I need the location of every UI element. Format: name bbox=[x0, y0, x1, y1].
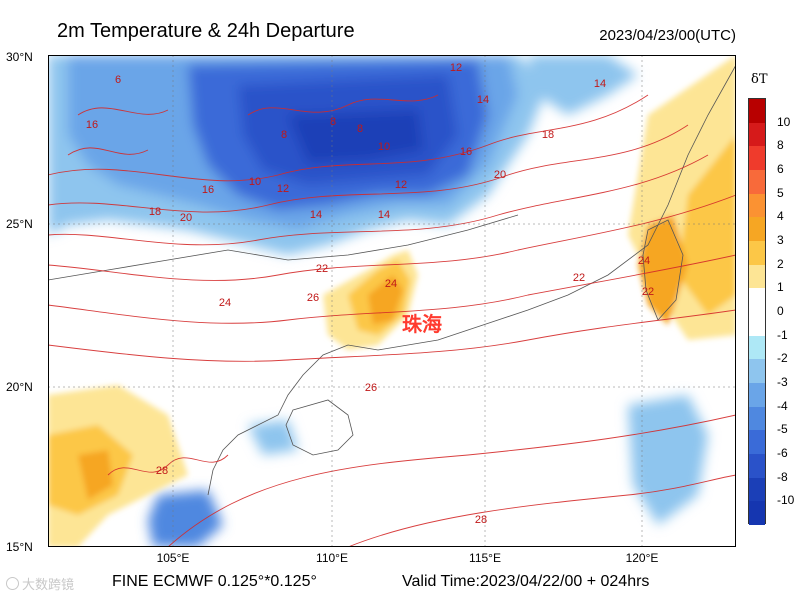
contour-label: 12 bbox=[450, 62, 462, 74]
contour-label: 12 bbox=[395, 179, 407, 191]
watermark-text: 大数跨镜 bbox=[22, 577, 75, 592]
colorbar-segment bbox=[749, 430, 765, 455]
contour-label: 18 bbox=[149, 206, 161, 218]
coastline bbox=[48, 64, 736, 496]
colorbar-label: 5 bbox=[777, 185, 784, 200]
lat-label: 30°N bbox=[6, 50, 33, 64]
colorbar-segment bbox=[749, 454, 765, 479]
colorbar-segment bbox=[749, 501, 765, 526]
contour-label: 6 bbox=[115, 74, 121, 86]
colorbar-label: 2 bbox=[777, 256, 784, 271]
contour-label: 18 bbox=[542, 129, 554, 141]
colorbar-label: -2 bbox=[777, 351, 788, 366]
colorbar-label: 4 bbox=[777, 209, 784, 224]
colorbar-label: -8 bbox=[777, 469, 788, 484]
contour-label: 16 bbox=[86, 119, 98, 131]
lon-label: 115°E bbox=[469, 551, 501, 565]
colorbar-label: 0 bbox=[777, 304, 784, 318]
contour-label: 10 bbox=[249, 176, 261, 188]
lat-label: 15°N bbox=[6, 540, 33, 554]
colorbar-segment bbox=[749, 406, 765, 431]
lat-label: 25°N bbox=[6, 217, 33, 231]
colorbar-segment bbox=[749, 99, 765, 124]
colorbar-label: -1 bbox=[777, 327, 788, 342]
colorbar-label: -5 bbox=[777, 422, 788, 437]
contour-label: 14 bbox=[310, 209, 322, 221]
colorbar-label: -3 bbox=[777, 375, 788, 389]
lon-label: 110°E bbox=[316, 551, 348, 565]
warm-anomaly-shading bbox=[48, 55, 736, 547]
lon-label: 120°E bbox=[625, 551, 659, 565]
colorbar-segment bbox=[749, 383, 765, 408]
city-label-zhuhai: 珠海 bbox=[402, 314, 442, 336]
contour-label: 28 bbox=[156, 465, 168, 477]
contour-label: 24 bbox=[219, 297, 231, 309]
lat-label: 20°N bbox=[6, 380, 33, 394]
lon-label: 105°E bbox=[156, 551, 190, 565]
contour-label: 20 bbox=[494, 169, 506, 181]
contour-label: 14 bbox=[378, 209, 390, 221]
init-datetime: 2023/04/23/00(UTC) bbox=[599, 27, 736, 44]
colorbar-segment bbox=[749, 241, 765, 266]
colorbar-segment bbox=[749, 170, 765, 195]
contour-label: 22 bbox=[573, 272, 585, 284]
colorbar-label: 6 bbox=[777, 162, 784, 176]
contour-labels: 6 8 8 8 10 10 12 12 12 14 14 14 14 16 16… bbox=[86, 62, 654, 526]
contour-label: 14 bbox=[477, 94, 489, 106]
colorbar-title: δT bbox=[751, 72, 768, 87]
contour-label: 8 bbox=[357, 123, 363, 135]
colorbar-segment bbox=[749, 193, 765, 218]
colorbar-label: -10 bbox=[777, 493, 795, 508]
contour-label: 26 bbox=[365, 382, 377, 394]
contour-label: 26 bbox=[307, 292, 319, 304]
colorbar-label: 3 bbox=[777, 233, 784, 247]
colorbar-label: 1 bbox=[777, 280, 784, 295]
temperature-map: 6 8 8 8 10 10 12 12 12 14 14 14 14 16 16… bbox=[48, 55, 736, 547]
colorbar-segment bbox=[749, 146, 765, 171]
contour-label: 12 bbox=[277, 183, 289, 195]
contour-label: 22 bbox=[642, 286, 654, 298]
contour-label: 14 bbox=[594, 78, 606, 90]
contour-label: 24 bbox=[638, 255, 650, 267]
chart-title: 2m Temperature & 24h Departure bbox=[57, 20, 355, 42]
colorbar-segment bbox=[749, 335, 765, 360]
watermark: 大数跨镜 bbox=[6, 574, 74, 593]
contour-label: 8 bbox=[281, 129, 287, 141]
colorbar-label: -6 bbox=[777, 446, 788, 460]
colorbar-segment bbox=[749, 288, 765, 313]
colorbar-segment bbox=[749, 312, 765, 337]
contour-label: 16 bbox=[202, 184, 214, 196]
colorbar-segment bbox=[749, 122, 765, 147]
valid-time-label: Valid Time:2023/04/22/00 + 024hrs bbox=[402, 573, 650, 590]
contour-label: 28 bbox=[475, 514, 487, 526]
contour-label: 8 bbox=[330, 116, 336, 128]
colorbar-label: 10 bbox=[777, 114, 791, 129]
contour-label: 24 bbox=[385, 278, 397, 290]
graticule bbox=[48, 55, 736, 547]
colorbar-label: 8 bbox=[777, 138, 784, 153]
colorbar-segment bbox=[749, 477, 765, 502]
contour-label: 16 bbox=[460, 146, 472, 158]
colorbar bbox=[748, 98, 766, 526]
isotherms bbox=[48, 94, 736, 547]
model-label: FINE ECMWF 0.125°*0.125° bbox=[112, 573, 317, 590]
contour-label: 22 bbox=[316, 263, 328, 275]
colorbar-segment bbox=[749, 217, 765, 242]
contour-label: 20 bbox=[180, 212, 192, 224]
contour-label: 10 bbox=[378, 141, 390, 153]
watermark-logo-icon bbox=[6, 577, 19, 590]
colorbar-label: -4 bbox=[777, 398, 788, 413]
colorbar-segment bbox=[749, 359, 765, 384]
colorbar-segment bbox=[749, 264, 765, 289]
